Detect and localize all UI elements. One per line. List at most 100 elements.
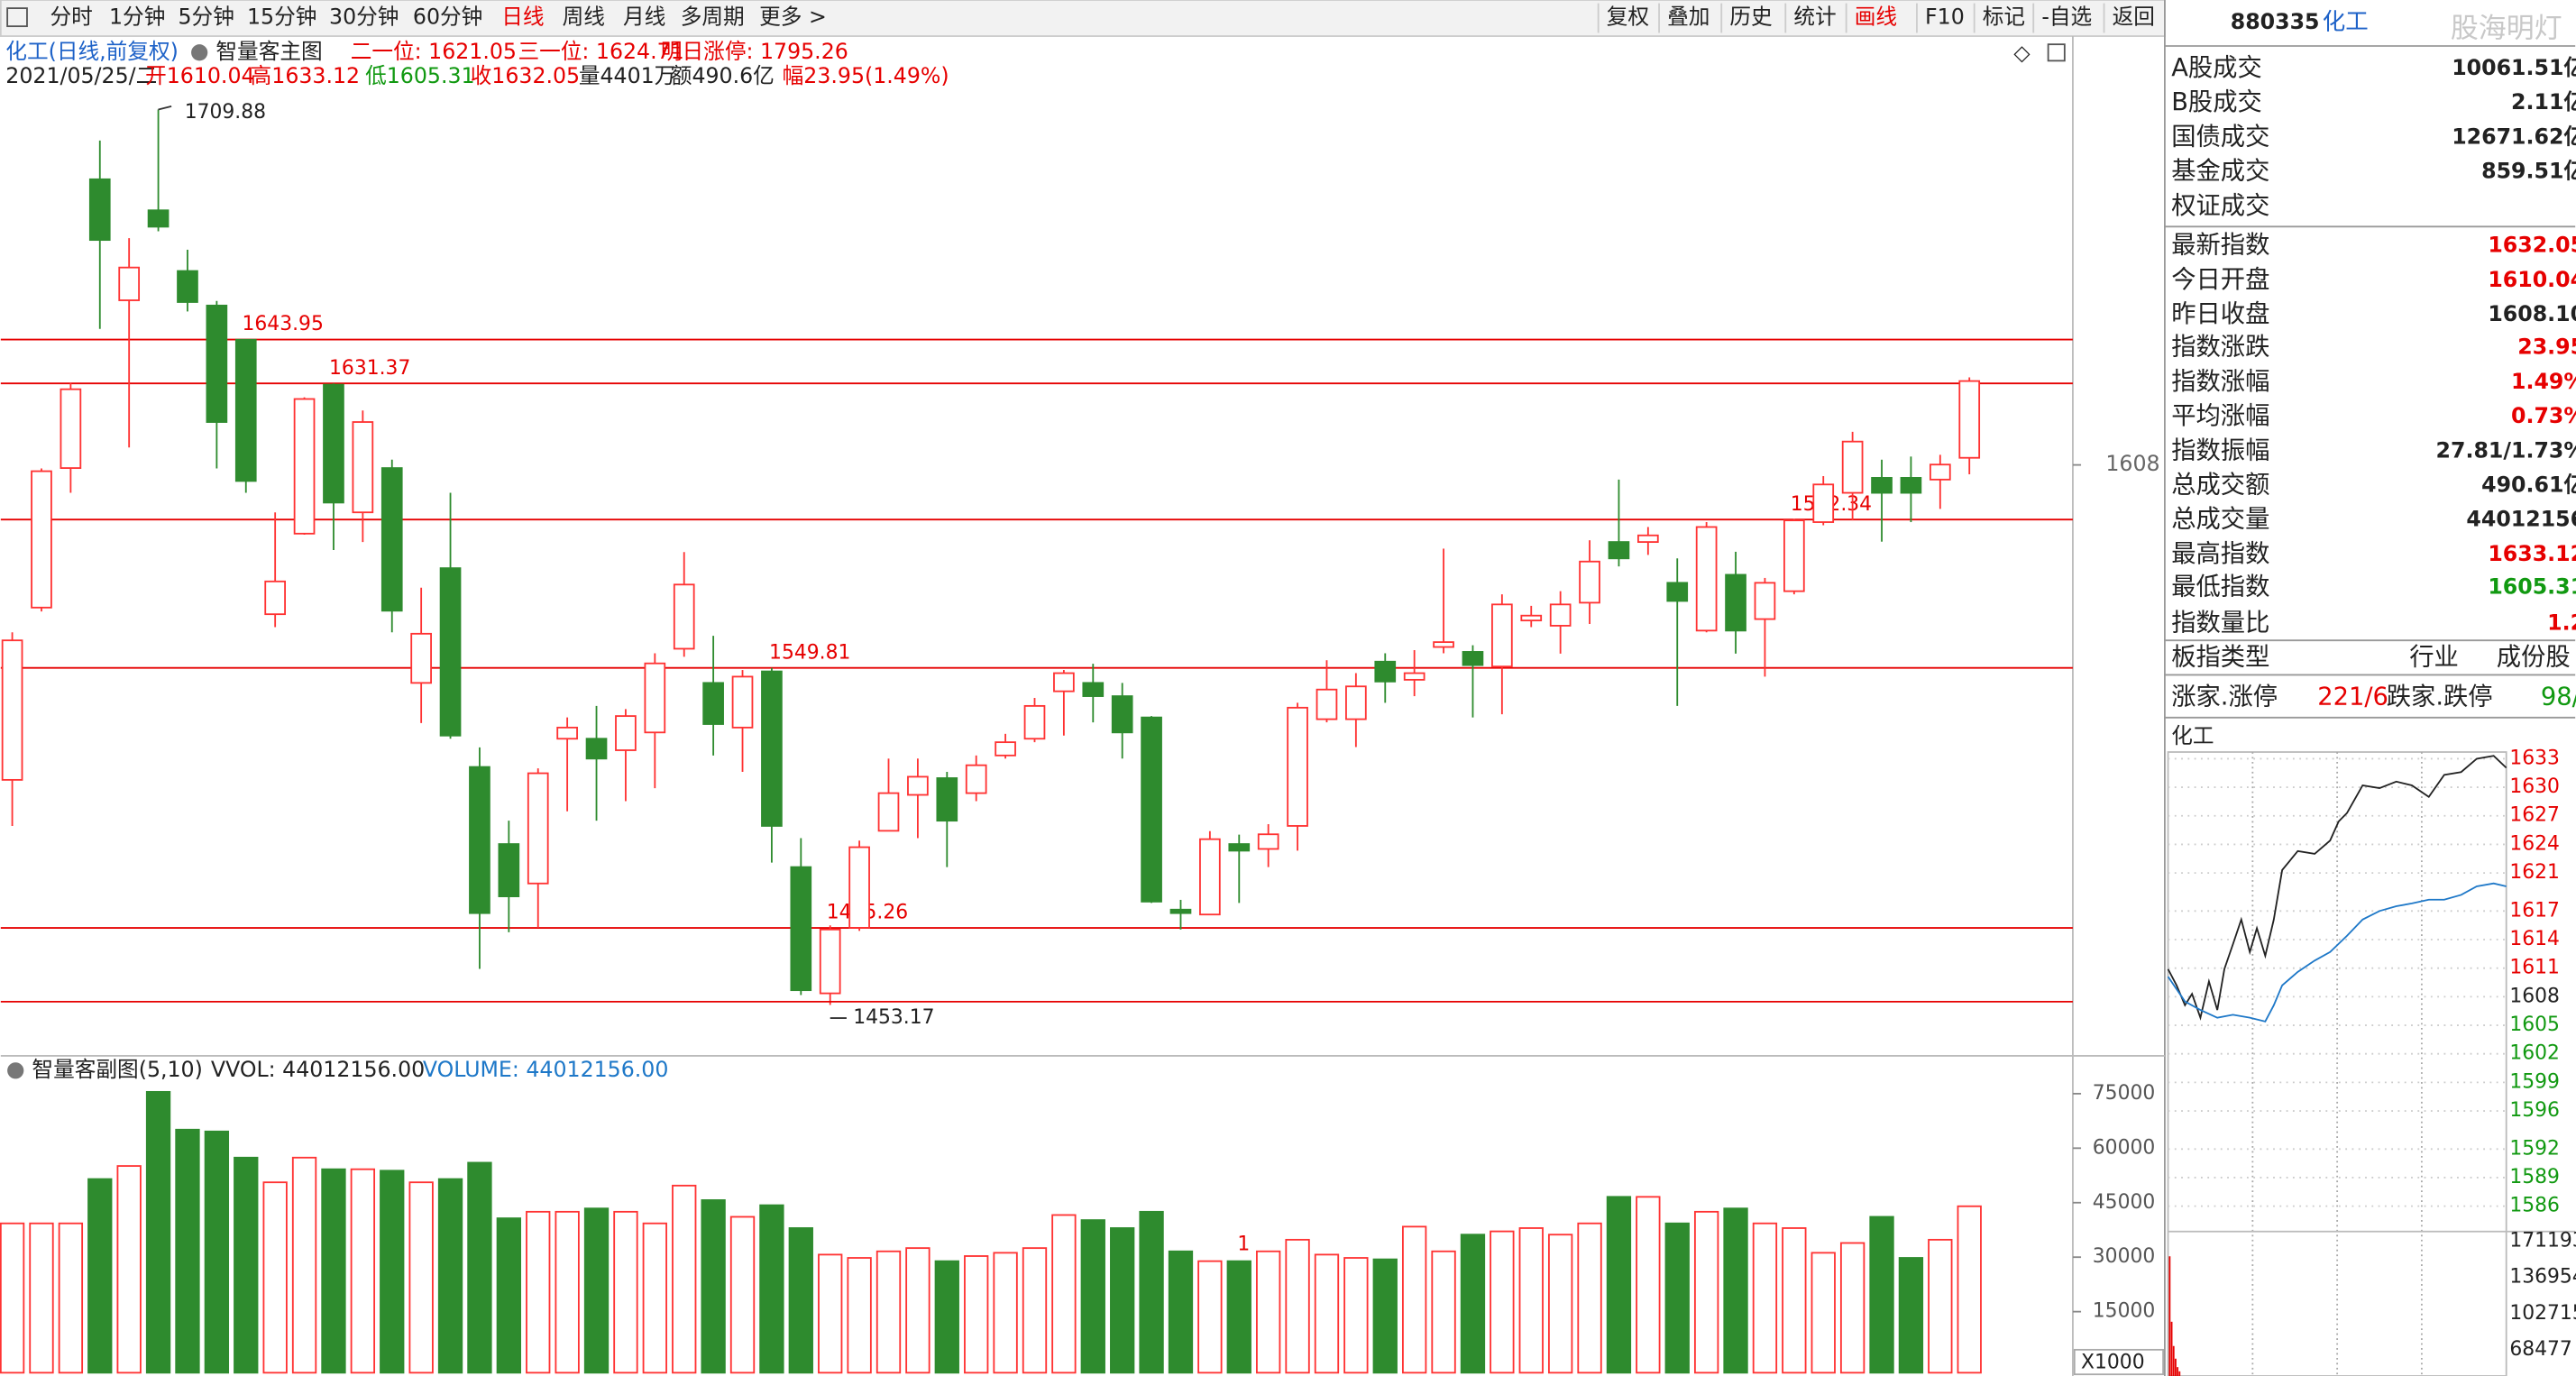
volume-bar: [701, 1199, 726, 1374]
toolbar-button[interactable]: 画线: [1855, 5, 1897, 30]
icon-window[interactable]: [2047, 43, 2066, 62]
info-value: 859.51亿: [2481, 159, 2576, 184]
info-value: 12671.62亿: [2452, 124, 2576, 149]
toolbar-tab[interactable]: 5分钟: [179, 5, 234, 30]
toolbar-tab[interactable]: 更多 >: [759, 5, 827, 30]
candle-body: [1871, 477, 1893, 494]
menu-icon[interactable]: [6, 7, 28, 28]
candle-body: [1462, 651, 1484, 666]
candle-body: [1141, 716, 1162, 903]
info-label: A股成交: [2171, 54, 2262, 82]
y-tick-label: 15000: [2093, 1300, 2155, 1323]
volume-bar: [1518, 1227, 1544, 1374]
intraday-title: 化工: [2171, 723, 2214, 748]
volume-bar: [1080, 1219, 1105, 1374]
y-tick-label: 30000: [2093, 1245, 2155, 1268]
candle-body: [1695, 526, 1718, 632]
candle-body: [965, 764, 987, 794]
info-value: 行业: [2409, 644, 2459, 672]
info-value: 221/6: [2317, 683, 2388, 711]
toolbar-button[interactable]: F10: [1925, 5, 1965, 30]
toolbar-button[interactable]: 复权: [1607, 5, 1649, 30]
candle-body: [498, 843, 520, 897]
volume-bar: [1898, 1257, 1924, 1374]
info-code: 880335: [2231, 9, 2320, 34]
quote-item: 额490.6亿: [671, 63, 775, 88]
toolbar-tab[interactable]: 15分钟: [247, 5, 316, 30]
volume-bar: [291, 1156, 317, 1374]
volume-bar: [0, 1222, 25, 1374]
info-value: 490.61亿: [2481, 472, 2576, 498]
volume-bar: [583, 1207, 610, 1374]
candle-body: [1169, 908, 1192, 914]
candle-body: [177, 270, 198, 303]
volume-bar: [1664, 1222, 1690, 1374]
info-label: 权证成交: [2171, 192, 2269, 220]
volume-bar: [788, 1227, 813, 1374]
toolbar-button[interactable]: 标记: [1983, 5, 2025, 30]
toolbar-button[interactable]: 叠加: [1667, 5, 1710, 30]
info-value: 1632.05: [2488, 233, 2576, 258]
indicator-icon[interactable]: [191, 44, 208, 61]
header-level: 明日涨停: 1795.26: [661, 39, 848, 64]
intraday-line: [2167, 882, 2507, 1023]
toolbar-tab[interactable]: 多周期: [681, 5, 745, 30]
candle-body: [206, 304, 228, 423]
y-tick-label: 1611: [2509, 957, 2560, 979]
header-level: 二一位: 1621.05: [351, 39, 517, 64]
indicator-name[interactable]: 智量客主图: [215, 39, 322, 64]
candle-body: [1725, 573, 1746, 632]
volume-bar: [1693, 1210, 1719, 1374]
candle-body: [1783, 519, 1805, 592]
y-tick-label: 1617: [2509, 899, 2560, 922]
sub-indicator-icon[interactable]: [7, 1062, 24, 1079]
candle-body: [469, 766, 490, 914]
toolbar-tab[interactable]: 60分钟: [413, 5, 482, 30]
candle-body: [1579, 560, 1600, 604]
toolbar-tab[interactable]: 分时: [50, 5, 92, 30]
toolbar-tab[interactable]: 日线: [501, 5, 544, 30]
y-tick-label: 45000: [2093, 1191, 2155, 1214]
info-label: 指数涨幅: [2171, 368, 2269, 396]
volume-bar: [350, 1168, 376, 1374]
y-tick-label: 60000: [2093, 1136, 2155, 1159]
toolbar-button[interactable]: 历史: [1729, 5, 1772, 30]
candle-body: [1433, 641, 1454, 648]
watermark: 股海明灯: [2451, 12, 2562, 44]
candle-body: [556, 726, 578, 740]
toolbar-tab[interactable]: 30分钟: [329, 5, 399, 30]
info-value: 10061.51亿: [2452, 55, 2576, 80]
volume-bar: [1372, 1258, 1398, 1374]
info-value: 2.11亿: [2511, 89, 2576, 115]
candle-body: [1929, 463, 1951, 481]
icon-diamond[interactable]: ◇: [2013, 41, 2031, 66]
toolbar-tab[interactable]: 月线: [623, 5, 665, 30]
volume-bar: [204, 1130, 230, 1374]
candle-body: [527, 772, 549, 885]
volume-bar: [1431, 1250, 1456, 1374]
toolbar-button[interactable]: 统计: [1793, 5, 1836, 30]
volume-bar: [1839, 1242, 1866, 1374]
y-tick-label: 1627: [2509, 804, 2560, 827]
info-label: 基金成交: [2171, 158, 2269, 186]
candle-body: [1491, 603, 1513, 668]
info-label: 平均涨幅: [2171, 402, 2269, 430]
toolbar-tab[interactable]: 周线: [563, 5, 605, 30]
candle-body: [1257, 833, 1279, 850]
volume-bar: [234, 1156, 259, 1374]
candle-body: [293, 398, 316, 535]
toolbar-tab[interactable]: 1分钟: [109, 5, 165, 30]
volume-header: VOLUME: 44012156.00: [423, 1057, 669, 1082]
toolbar-button[interactable]: 返回: [2113, 5, 2155, 30]
volume-header: 智量客副图(5,10): [32, 1057, 202, 1082]
volume-bar: [905, 1247, 930, 1374]
candle-body: [60, 388, 82, 469]
info-label: 指数振幅: [2171, 436, 2269, 464]
toolbar-button[interactable]: -自选: [2041, 5, 2092, 30]
y-tick-label: 1602: [2509, 1042, 2560, 1065]
candle-body: [264, 580, 286, 616]
volume-bar: [58, 1222, 84, 1374]
volume-bar: [1606, 1196, 1632, 1374]
info-value: 成份股: [2497, 644, 2571, 672]
